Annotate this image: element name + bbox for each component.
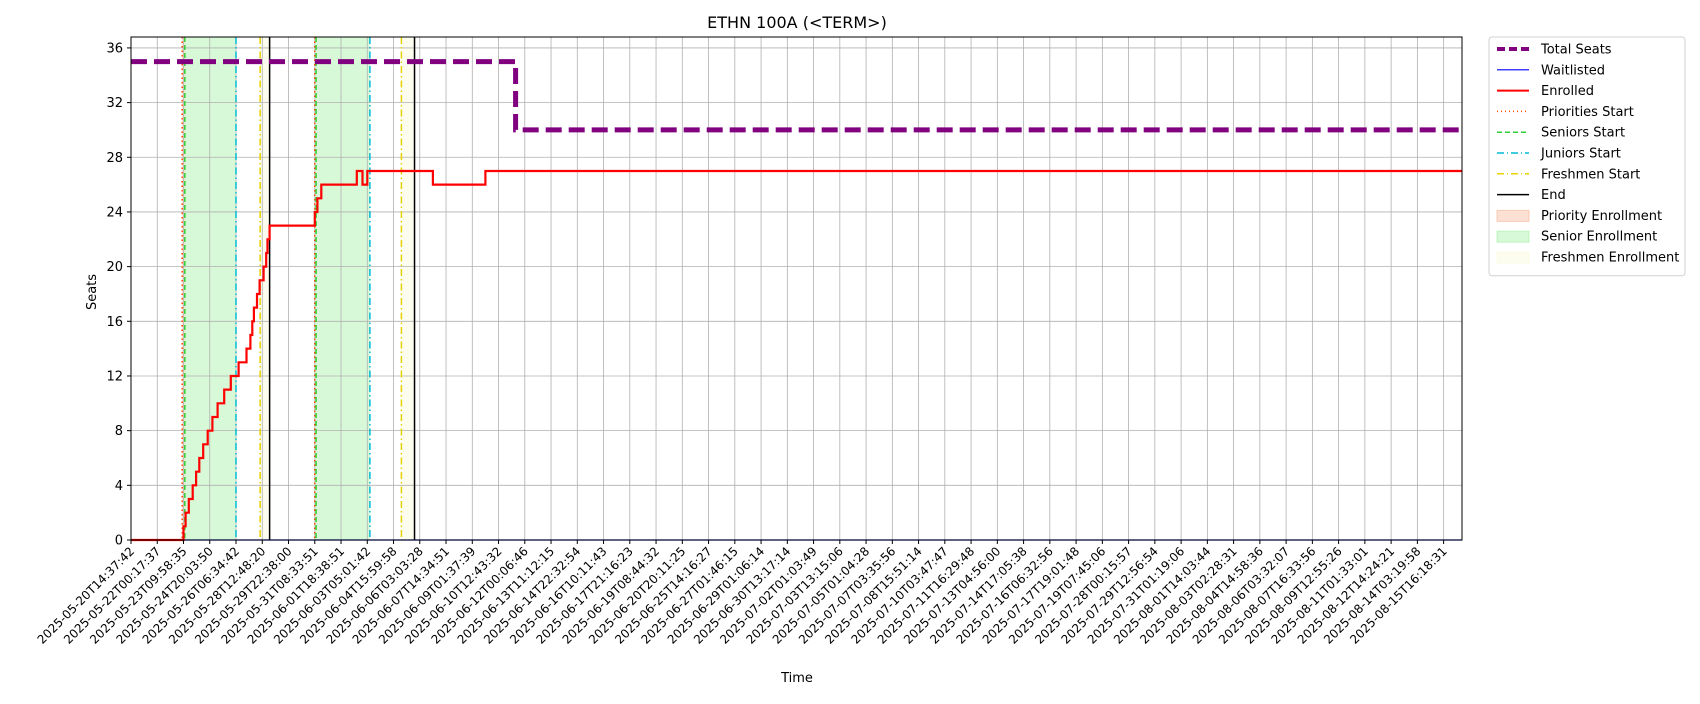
y-tick-label: 24 [106,205,123,220]
y-tick-label: 4 [115,479,123,494]
y-tick-label: 16 [106,315,123,330]
x-axis-ticks: 2025-05-20T14:37:422025-05-22T00:17:3720… [35,540,1450,647]
legend: Total Seats Waitlisted Enrolled Priorities … [1488,36,1686,277]
y-tick-label: 0 [115,534,123,549]
legend-label: Enrolled [1541,84,1594,99]
y-tick-label: 32 [106,96,123,111]
y-tick-label: 12 [106,369,123,384]
legend-label: Juniors Start [1540,147,1621,162]
legend-swatch [1496,251,1530,264]
legend-label: Priority Enrollment [1541,209,1662,224]
grid-lines [130,37,1462,541]
legend-label: Senior Enrollment [1541,230,1657,245]
legend-label: Seniors Start [1541,126,1625,141]
legend-label: End [1541,188,1566,203]
shaded-region-1 [184,37,237,540]
legend-label: Waitlisted [1541,63,1605,78]
y-tick-label: 36 [106,41,123,56]
y-tick-label: 8 [115,424,123,439]
shaded-region-3 [260,37,270,540]
y-tick-label: 20 [106,260,123,275]
series-enrolled [131,169,1462,542]
shaded-region-4 [401,37,415,540]
x-axis-label: Time [780,671,813,686]
plot-frame [130,36,1463,541]
y-axis-ticks: 0 4 8 12 16 20 24 28 32 36 [106,41,131,549]
y-tick-label: 28 [106,151,123,166]
vertical-markers [181,37,416,540]
legend-swatch [1496,209,1530,222]
legend-label: Freshmen Enrollment [1541,251,1679,266]
shaded-regions [182,37,415,540]
legend-label: Freshmen Start [1541,167,1640,182]
legend-box [1488,36,1686,277]
shaded-region-2 [314,37,370,540]
series-total-seats [131,59,1462,133]
legend-label: Priorities Start [1541,105,1634,120]
legend-label: Total Seats [1540,43,1612,58]
y-axis-label: Seats [85,274,100,310]
legend-swatch [1496,230,1530,243]
chart-title: ETHN 100A (<TERM>) [707,13,887,32]
